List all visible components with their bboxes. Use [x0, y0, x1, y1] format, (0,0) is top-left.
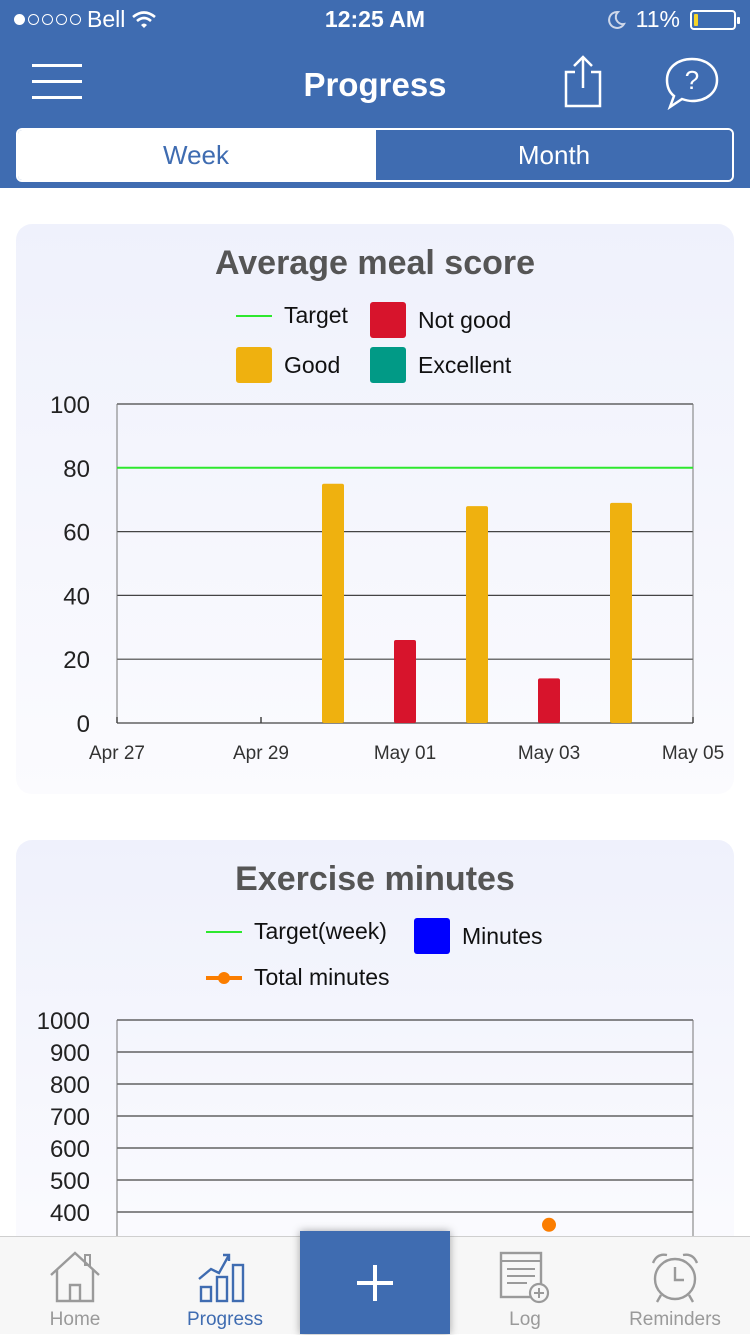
- exercise-y-tick-label: 700: [50, 1104, 90, 1131]
- meal-x-tick-label: Apr 27: [89, 743, 145, 764]
- carrier-area: Bell: [14, 6, 157, 33]
- meal-y-tick-label: 100: [50, 394, 90, 419]
- help-bubble-icon[interactable]: ?: [664, 56, 720, 110]
- exercise-minutes-chart: 400 500 600 700 800 900 1000: [37, 1010, 694, 1250]
- meal-x-tick-label: May 01: [374, 743, 436, 764]
- meal-score-chart: 0 20 40 60 80 100 Apr 27 Apr 29 May 01 May 03 May …: [50, 394, 724, 764]
- legend-good: Good: [236, 347, 340, 383]
- excellent-swatch: [370, 347, 406, 383]
- legend-target-week-label: Target(week): [254, 918, 387, 944]
- segment-week[interactable]: Week: [18, 130, 374, 180]
- menu-button[interactable]: [32, 64, 82, 100]
- legend-total-minutes: Total minutes: [206, 964, 390, 991]
- meal-y-tick-label: 20: [63, 647, 90, 674]
- moon-icon: [607, 10, 626, 29]
- exercise-y-tick-label: 1000: [37, 1010, 90, 1035]
- status-bar: Bell 12:25 AM 11%: [0, 0, 750, 40]
- exercise-card: Exercise minutes Target(week) Minutes To…: [16, 840, 734, 1260]
- nav-bar: Progress ?: [0, 44, 750, 124]
- home-icon: [50, 1251, 100, 1303]
- meal-chart-title: Average meal score: [214, 244, 536, 282]
- legend-minutes: Minutes: [414, 918, 543, 954]
- clock: 12:25 AM: [324, 6, 426, 32]
- meal-y-tick-label: 60: [63, 520, 90, 547]
- legend-minutes-label: Minutes: [462, 922, 543, 949]
- tab-progress[interactable]: Progress: [150, 1237, 300, 1335]
- legend-target: Target: [236, 302, 348, 329]
- legend-excellent: Excellent: [370, 347, 511, 383]
- exercise-chart-title: Exercise minutes: [235, 860, 515, 898]
- signal-icon: [14, 14, 81, 25]
- segment-month[interactable]: Month: [374, 130, 732, 180]
- legend-not-good: Not good: [370, 302, 511, 338]
- plus-icon: [357, 1264, 393, 1301]
- period-segmented-control: Week Month: [16, 128, 734, 182]
- header: Bell 12:25 AM 11% Progress: [0, 0, 750, 188]
- meal-y-tick-label: 80: [63, 456, 90, 483]
- tab-progress-label: Progress: [186, 1309, 264, 1330]
- meal-x-tick-label: Apr 29: [233, 743, 289, 764]
- legend-excellent-label: Excellent: [418, 351, 512, 378]
- meal-score-bar: [610, 502, 632, 723]
- exercise-y-tick-label: 600: [50, 1136, 90, 1163]
- exercise-y-tick-label: 400: [50, 1200, 90, 1227]
- tab-reminders[interactable]: Reminders: [600, 1237, 750, 1335]
- tab-home-label: Home: [49, 1309, 101, 1330]
- legend-target-label: Target: [284, 302, 348, 328]
- share-icon[interactable]: [560, 54, 606, 110]
- bar-chart-icon: [198, 1253, 245, 1303]
- wifi-icon: [132, 10, 157, 28]
- target-line-swatch: [236, 314, 272, 317]
- meal-score-bar: [466, 506, 488, 723]
- legend-good-label: Good: [284, 351, 341, 378]
- exercise-y-tick-label: 500: [50, 1168, 90, 1195]
- tab-log[interactable]: Log: [450, 1237, 600, 1335]
- carrier-label: Bell: [87, 6, 126, 32]
- meal-score-bar: [538, 678, 560, 723]
- exercise-y-tick-label: 800: [50, 1072, 90, 1099]
- battery-area: 11%: [606, 6, 740, 33]
- meal-y-tick-label: 40: [63, 583, 90, 610]
- svg-text:?: ?: [685, 65, 699, 95]
- total-minutes-point: [542, 1217, 556, 1232]
- target-week-line-swatch: [206, 930, 242, 933]
- not-good-swatch: [370, 302, 406, 338]
- minutes-swatch: [414, 918, 450, 954]
- page-title: Progress: [303, 66, 447, 103]
- meal-score-card: Average meal score Target Not good Good …: [16, 224, 734, 794]
- meal-score-bar: [322, 483, 344, 723]
- exercise-y-tick-label: 900: [50, 1040, 90, 1067]
- legend-target-week: Target(week): [206, 918, 387, 945]
- battery-icon: [690, 9, 740, 30]
- tab-log-label: Log: [509, 1309, 541, 1330]
- meal-x-tick-label: May 05: [662, 743, 724, 764]
- alarm-clock-icon: [651, 1253, 699, 1303]
- log-icon: [499, 1251, 550, 1304]
- meal-y-tick-label: 0: [77, 711, 90, 738]
- meal-x-tick-label: May 03: [518, 743, 580, 764]
- tab-reminders-label: Reminders: [629, 1309, 721, 1330]
- legend-total-minutes-label: Total minutes: [254, 964, 390, 990]
- legend-not-good-label: Not good: [418, 306, 512, 333]
- total-minutes-swatch: [206, 971, 242, 984]
- tab-home[interactable]: Home: [0, 1237, 150, 1335]
- add-entry-button[interactable]: [300, 1231, 450, 1334]
- battery-percent: 11%: [635, 6, 680, 32]
- good-swatch: [236, 347, 272, 383]
- meal-score-bar: [394, 640, 416, 723]
